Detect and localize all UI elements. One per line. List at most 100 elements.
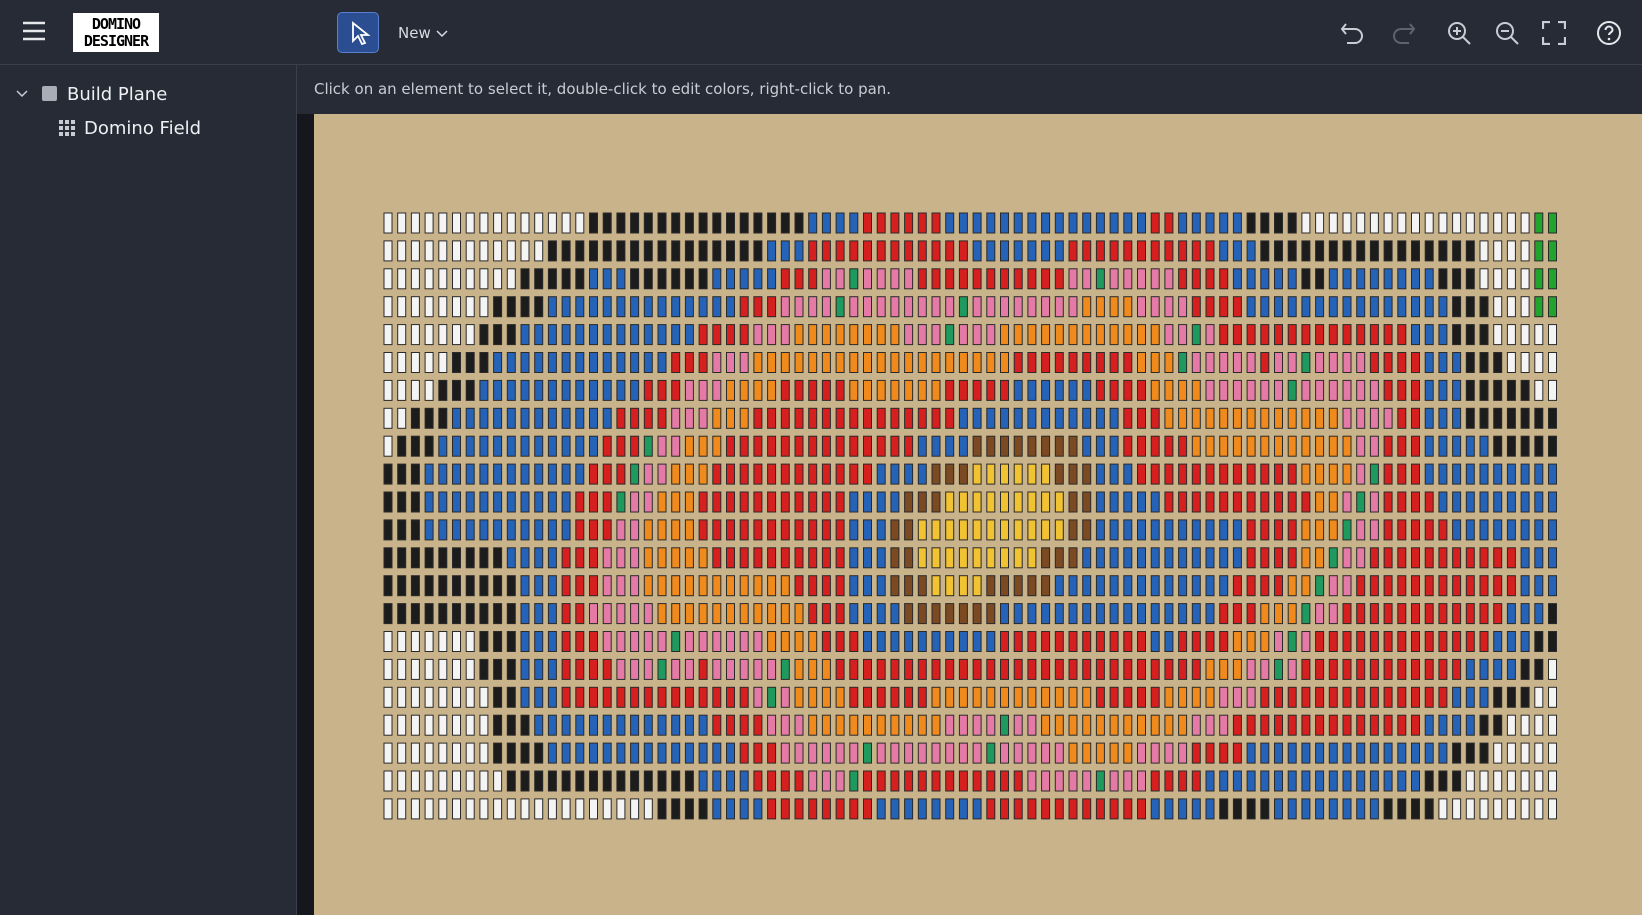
domino[interactable] <box>712 324 722 346</box>
domino[interactable] <box>547 686 557 708</box>
domino[interactable] <box>397 463 407 485</box>
domino[interactable] <box>780 352 790 373</box>
domino[interactable] <box>410 463 420 485</box>
domino[interactable] <box>547 407 557 429</box>
domino[interactable] <box>671 575 681 597</box>
domino[interactable] <box>794 268 804 290</box>
domino[interactable] <box>958 407 968 429</box>
domino[interactable] <box>1397 379 1407 401</box>
domino[interactable] <box>726 742 735 764</box>
domino[interactable] <box>383 296 393 318</box>
domino[interactable] <box>1506 631 1516 652</box>
domino[interactable] <box>1274 268 1283 290</box>
domino[interactable] <box>465 742 475 764</box>
domino[interactable] <box>1315 798 1325 820</box>
domino[interactable] <box>452 240 461 262</box>
domino[interactable] <box>726 798 735 820</box>
domino[interactable] <box>1493 631 1503 652</box>
domino[interactable] <box>1178 463 1188 485</box>
domino[interactable] <box>602 798 612 820</box>
domino[interactable] <box>493 407 503 429</box>
domino[interactable] <box>1411 491 1420 513</box>
domino[interactable] <box>424 407 434 429</box>
domino[interactable] <box>712 240 722 262</box>
domino[interactable] <box>438 742 448 764</box>
domino[interactable] <box>931 575 941 597</box>
domino[interactable] <box>1328 519 1338 541</box>
domino[interactable] <box>1397 407 1407 429</box>
domino[interactable] <box>383 770 393 792</box>
domino[interactable] <box>493 798 503 820</box>
domino[interactable] <box>958 519 968 541</box>
domino[interactable] <box>1260 798 1270 820</box>
domino[interactable] <box>1274 296 1283 318</box>
domino[interactable] <box>684 379 694 401</box>
domino[interactable] <box>876 686 886 708</box>
domino[interactable] <box>575 268 585 290</box>
domino[interactable] <box>684 603 694 625</box>
domino[interactable] <box>1260 742 1270 764</box>
domino[interactable] <box>397 240 407 262</box>
domino[interactable] <box>726 407 735 429</box>
domino[interactable] <box>1178 547 1188 569</box>
domino[interactable] <box>1315 352 1325 373</box>
domino[interactable] <box>1068 631 1078 652</box>
domino[interactable] <box>1520 324 1530 346</box>
domino[interactable] <box>739 742 749 764</box>
domino[interactable] <box>1164 212 1174 234</box>
domino[interactable] <box>808 658 818 680</box>
domino[interactable] <box>616 714 626 736</box>
domino[interactable] <box>1534 658 1544 680</box>
domino[interactable] <box>958 603 968 625</box>
domino[interactable] <box>917 575 927 597</box>
domino[interactable] <box>616 770 626 792</box>
domino[interactable] <box>1411 407 1420 429</box>
domino[interactable] <box>890 212 900 234</box>
domino[interactable] <box>1041 379 1051 401</box>
domino[interactable] <box>479 463 489 485</box>
domino[interactable] <box>835 379 845 401</box>
domino[interactable] <box>410 407 420 429</box>
domino[interactable] <box>1493 240 1503 262</box>
domino[interactable] <box>1356 296 1366 318</box>
domino[interactable] <box>1164 714 1174 736</box>
domino[interactable] <box>849 770 859 792</box>
domino[interactable] <box>1041 463 1051 485</box>
domino[interactable] <box>890 519 900 541</box>
domino[interactable] <box>1191 742 1201 764</box>
domino[interactable] <box>561 435 571 457</box>
domino[interactable] <box>1164 379 1174 401</box>
domino[interactable] <box>808 798 818 820</box>
domino[interactable] <box>972 575 982 597</box>
domino[interactable] <box>780 798 790 820</box>
domino[interactable] <box>1356 742 1366 764</box>
domino[interactable] <box>1548 658 1557 680</box>
domino[interactable] <box>1109 435 1119 457</box>
domino[interactable] <box>397 547 407 569</box>
domino[interactable] <box>1274 603 1283 625</box>
domino[interactable] <box>876 463 886 485</box>
domino[interactable] <box>1356 407 1366 429</box>
domino[interactable] <box>410 686 420 708</box>
domino[interactable] <box>821 603 831 625</box>
domino[interactable] <box>1082 770 1092 792</box>
domino[interactable] <box>876 268 886 290</box>
domino[interactable] <box>1123 658 1133 680</box>
domino[interactable] <box>1397 547 1407 569</box>
domino[interactable] <box>794 352 804 373</box>
domino[interactable] <box>1465 268 1475 290</box>
domino[interactable] <box>493 686 503 708</box>
domino[interactable] <box>479 519 489 541</box>
domino[interactable] <box>1479 407 1489 429</box>
domino[interactable] <box>1000 352 1009 373</box>
domino[interactable] <box>1260 575 1270 597</box>
domino[interactable] <box>1041 798 1051 820</box>
domino[interactable] <box>397 686 407 708</box>
domino[interactable] <box>671 686 681 708</box>
domino[interactable] <box>986 379 996 401</box>
domino[interactable] <box>452 714 461 736</box>
domino[interactable] <box>1548 798 1557 820</box>
domino[interactable] <box>493 631 503 652</box>
domino[interactable] <box>1095 268 1105 290</box>
domino[interactable] <box>1013 352 1023 373</box>
